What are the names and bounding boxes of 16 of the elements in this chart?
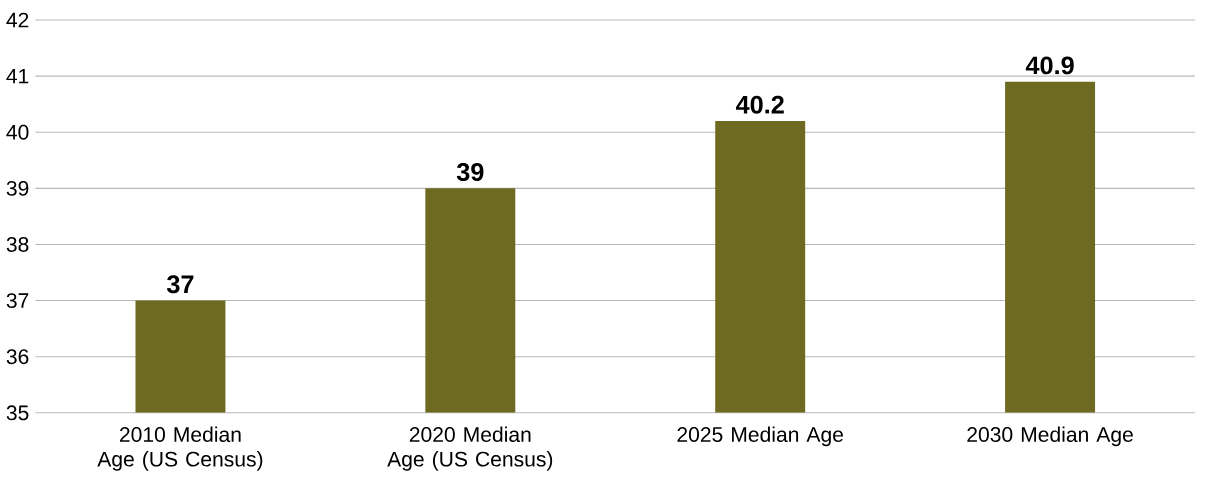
data-label: 39 <box>456 163 484 182</box>
x-tick-label: 2010 Median Age (US Census) <box>97 426 263 471</box>
y-tick-label: 36 <box>6 349 29 365</box>
x-tick-label: 2030 Median Age <box>967 426 1133 447</box>
y-tick-label: 35 <box>6 405 29 421</box>
y-tick-label: 42 <box>6 12 29 28</box>
y-tick-label: 41 <box>6 68 29 84</box>
data-label: 37 <box>166 275 194 294</box>
x-tick-label: 2025 Median Age <box>677 426 843 447</box>
data-label: 40.9 <box>1025 56 1074 75</box>
y-tick-label: 39 <box>6 181 29 196</box>
y-tick-label: 40 <box>6 124 29 140</box>
x-tick-label: 2020 Median Age (US Census) <box>387 426 553 471</box>
y-tick-label: 38 <box>6 237 29 253</box>
y-tick-label: 37 <box>6 293 29 309</box>
data-label: 40.2 <box>735 95 784 114</box>
